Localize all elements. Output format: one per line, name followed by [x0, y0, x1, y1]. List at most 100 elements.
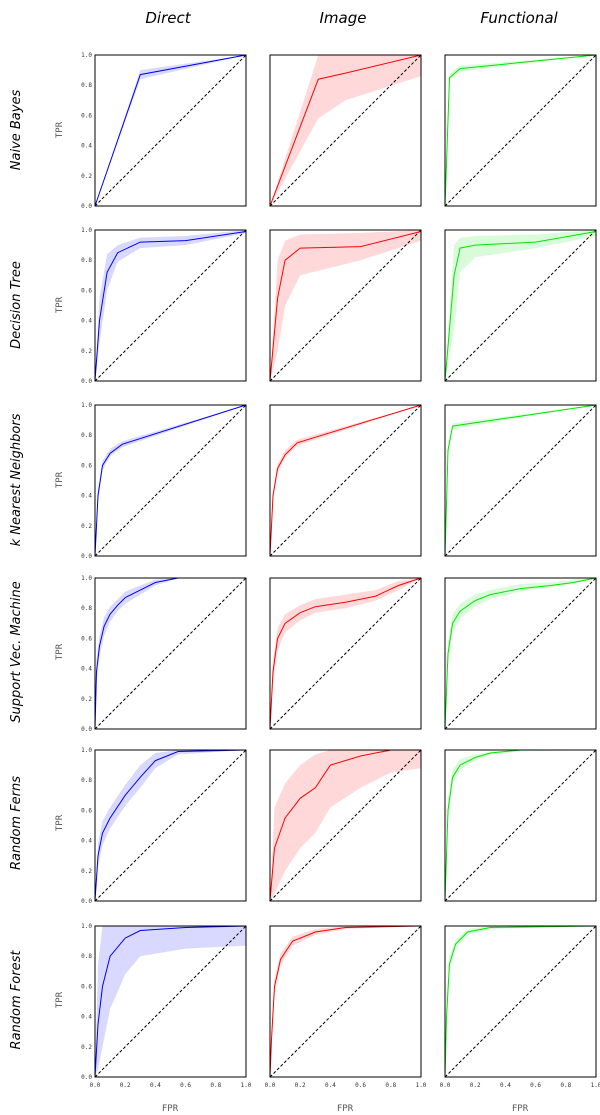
- roc-curve-line: [444, 231, 597, 382]
- roc-panel-3-3: [444, 404, 597, 557]
- panel-frame: [444, 54, 597, 207]
- roc-confidence-band: [95, 750, 246, 901]
- x-tick-label: 1.0: [416, 1082, 427, 1089]
- roc-panel-2-1: 0.0 0.2 0.4 0.6 0.8 1.0: [81, 227, 247, 385]
- roc-panel-3-2: [269, 404, 422, 557]
- chance-diagonal-line: [94, 404, 247, 557]
- x-tick-label: 0.8: [385, 1082, 396, 1089]
- row-title-random-forest: Random Forest: [9, 950, 24, 1050]
- roc-confidence-band: [270, 750, 421, 901]
- panel-frame: [94, 925, 247, 1078]
- roc-curve-line: [94, 749, 247, 902]
- chance-diagonal-line: [94, 577, 247, 730]
- x-tick-label: 0.6: [530, 1082, 541, 1089]
- roc-curve-line: [94, 231, 247, 382]
- y-tick-label: 0.6: [81, 635, 92, 642]
- panel-frame: [94, 404, 247, 557]
- row-title-knn: k Nearest Neighbors: [9, 413, 24, 546]
- y-tick-label: 0.0: [81, 726, 92, 733]
- y-tick-label: 1.0: [81, 402, 92, 409]
- column-title-direct: Direct: [145, 9, 191, 27]
- ylabel-row-5: TPR: [55, 814, 65, 831]
- panel-frame: [269, 229, 422, 382]
- y-tick-label: 0.0: [81, 553, 92, 560]
- y-tick-label: 0.8: [81, 257, 92, 264]
- y-tick-label: 0.4: [81, 318, 92, 325]
- y-tick-label: 0.0: [81, 378, 92, 385]
- y-tick-label: 0.4: [81, 493, 92, 500]
- x-tick-label: 0.4: [150, 1082, 161, 1089]
- row-title-random-ferns: Random Ferns: [9, 776, 24, 870]
- row-titles: Naive Bayes Decision Tree k Nearest Neig…: [9, 90, 24, 1050]
- y-tick-label: 0.8: [81, 432, 92, 439]
- y-tick-label: 0.6: [81, 807, 92, 814]
- chance-diagonal-line: [444, 54, 597, 207]
- y-tick-label: 0.2: [81, 696, 92, 703]
- panel-frame: [269, 577, 422, 730]
- x-tick-label: 0.0: [90, 1082, 101, 1089]
- y-tick-label: 1.0: [81, 747, 92, 754]
- roc-confidence-band: [270, 230, 421, 381]
- xlabel-col-2: FPR: [337, 1104, 354, 1114]
- roc-panel-4-3: [444, 577, 597, 730]
- xlabel-col-1: FPR: [162, 1104, 179, 1114]
- roc-curve-line: [94, 925, 247, 1078]
- chance-diagonal-line: [269, 577, 422, 730]
- roc-confidence-band: [445, 230, 596, 381]
- panel-frame: [269, 925, 422, 1078]
- panel-frame: [94, 749, 247, 902]
- y-tick-label: 0.2: [81, 1044, 92, 1051]
- y-tick-label: 0.0: [81, 1074, 92, 1081]
- x-tick-label: 0.2: [120, 1082, 131, 1089]
- roc-confidence-band: [95, 405, 246, 556]
- x-tick-label: 0.2: [295, 1082, 306, 1089]
- y-tick-label: 0.0: [81, 898, 92, 905]
- roc-panel-1-2: [269, 54, 422, 207]
- x-tick-label: 0.6: [355, 1082, 366, 1089]
- x-tick-label: 1.0: [591, 1082, 600, 1089]
- column-title-functional: Functional: [480, 9, 558, 27]
- y-tick-label: 1.0: [81, 227, 92, 234]
- y-tick-label: 0.2: [81, 868, 92, 875]
- y-tick-label: 0.6: [81, 287, 92, 294]
- roc-curve-line: [444, 577, 597, 730]
- y-tick-label: 0.6: [81, 462, 92, 469]
- row-title-naive-bayes: Naive Bayes: [9, 90, 24, 171]
- y-tick-label: 0.8: [81, 777, 92, 784]
- chance-diagonal-line: [94, 229, 247, 382]
- roc-panel-3-1: 0.0 0.2 0.4 0.6 0.8 1.0: [81, 402, 247, 560]
- y-tick-label: 0.4: [81, 1014, 92, 1021]
- roc-curve-line: [269, 404, 422, 557]
- roc-panel-4-1: 0.0 0.2 0.4 0.6 0.8 1.0: [81, 575, 247, 733]
- chance-diagonal-line: [269, 404, 422, 557]
- y-tick-label: 0.0: [81, 203, 92, 210]
- ylabel-row-6: TPR: [55, 991, 65, 1008]
- y-tick-label: 0.8: [81, 953, 92, 960]
- y-tick-label: 0.4: [81, 838, 92, 845]
- chance-diagonal-line: [444, 925, 597, 1078]
- roc-curve-line: [444, 54, 597, 207]
- roc-curve-line: [269, 231, 422, 382]
- panel-frame: [444, 404, 597, 557]
- panels: 0.00.20.40.60.81.00.00.20.40.60.81.00.00…: [81, 52, 600, 1089]
- roc-panel-6-2: 0.0 0.2 0.4 0.6 0.8 1.0: [265, 925, 427, 1089]
- panel-frame: [94, 229, 247, 382]
- y-tick-label: 1.0: [81, 575, 92, 582]
- roc-confidence-band: [445, 55, 596, 206]
- x-tick-label: 0.4: [325, 1082, 336, 1089]
- column-titles: Direct Image Functional: [145, 9, 558, 27]
- roc-panel-5-2: [269, 749, 422, 902]
- roc-panel-1-1: 0.0 0.2 0.4 0.6 0.8 1.0: [81, 52, 247, 210]
- chance-diagonal-line: [94, 749, 247, 902]
- axis-labels: TPR TPR TPR TPR TPR TPR FPR FPR FPR: [55, 121, 529, 1114]
- roc-confidence-band: [270, 55, 421, 206]
- roc-curve-line: [269, 54, 422, 207]
- x-tick-label: 0.0: [265, 1082, 276, 1089]
- xlabel-col-3: FPR: [512, 1104, 529, 1114]
- roc-curve-line: [269, 749, 421, 902]
- roc-confidence-band: [270, 578, 421, 729]
- roc-panel-5-1: 0.0 0.2 0.4 0.6 0.8 1.0: [81, 747, 247, 905]
- column-title-image: Image: [320, 9, 367, 27]
- y-tick-label: 0.6: [81, 112, 92, 119]
- ylabel-row-4: TPR: [55, 643, 65, 660]
